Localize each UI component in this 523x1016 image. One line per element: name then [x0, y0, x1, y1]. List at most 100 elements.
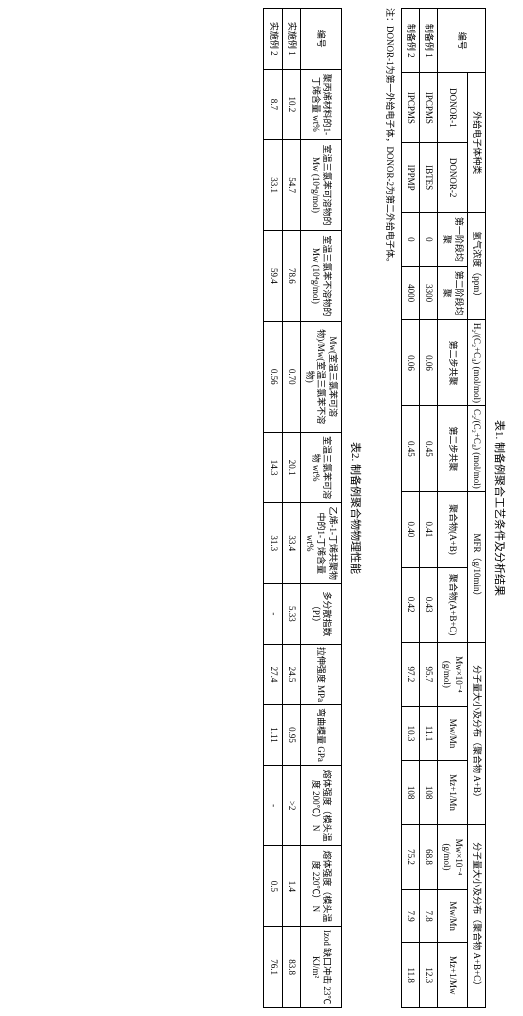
t1-cell: 制备例 1 — [420, 9, 438, 73]
t2-cell: 0.56 — [264, 321, 282, 432]
t2-h-id: 编号 — [301, 9, 342, 70]
t2-cell: 0.70 — [282, 321, 300, 432]
t2-cell: 83.8 — [282, 927, 300, 1008]
t1-h-mwabcmwmn: Mw/Mn — [438, 889, 468, 943]
t1-cell: 108 — [420, 760, 438, 824]
t1-h-mwabcmz: Mz+1/Mw — [438, 943, 468, 1008]
t1-h-donor: 外给电子体种类 — [467, 73, 485, 213]
t2-cell: 24.5 — [282, 644, 300, 705]
t2-cell: 31.3 — [264, 503, 282, 584]
t2-h-butene: 聚丙烯材料的1-丁烯含量 wt% — [301, 69, 342, 140]
t1-cell: 108 — [401, 760, 419, 824]
t1-cell: 12.3 — [420, 943, 438, 1008]
t1-h-h2s1: 第一阶段均聚 — [438, 213, 468, 267]
t1-h-donor2: DONOR-2 — [438, 143, 468, 213]
t2-h-melt200: 熔体强度（模头温度 200℃） N — [301, 765, 342, 846]
t1-cell: IPCPMS — [401, 73, 419, 143]
t2-cell: - — [264, 765, 282, 846]
t1-h-h2conc: 氢气浓度（ppm） — [467, 213, 485, 320]
t1-cell: IPPMP — [401, 143, 419, 213]
t1-cell: 10.3 — [401, 707, 419, 761]
t1-cell: 0.42 — [401, 567, 419, 642]
t1-cell: 11.8 — [401, 943, 419, 1008]
t2-cell: 0.5 — [264, 846, 282, 927]
t2-cell: 5.33 — [282, 584, 300, 645]
t2-cell: 0.95 — [282, 705, 300, 766]
table2: 编号 聚丙烯材料的1-丁烯含量 wt% 室温三氯苯可溶物的 Mw (10⁴g/m… — [264, 8, 342, 1008]
page-container: 表1. 制备例聚合工艺条件及分析结果 编号 外给电子体种类 氢气浓度（ppm） … — [8, 8, 523, 1008]
t2-h-flex: 弯曲模量 GPa — [301, 705, 342, 766]
t2-h-mwsol: 室温三氯苯可溶物的 Mw (10⁴g/mol) — [301, 140, 342, 231]
t1-cell: 0.45 — [420, 406, 438, 492]
t1-h-id: 编号 — [438, 9, 486, 73]
table1: 编号 外给电子体种类 氢气浓度（ppm） H₂/(C₂+C₄) (mol/mol… — [401, 8, 486, 1008]
t1-h-mwabmz: Mz+1/Mn — [438, 760, 468, 824]
t2-cell: 59.4 — [264, 230, 282, 321]
t2-h-melt220: 熔体强度（模头温度 220℃） N — [301, 846, 342, 927]
t1-h-c2ratiosub: 第二步共聚 — [438, 406, 468, 492]
t1-cell: 0.06 — [401, 320, 419, 406]
t1-cell: 0.40 — [401, 492, 419, 567]
table1-row: 制备例 2 IPCPMS IPPMP 0 4000 0.06 0.45 0.40… — [401, 9, 419, 1008]
t1-h-mwabcmw: Mw×10⁻⁴ (g/mol) — [438, 825, 468, 889]
t1-cell: 4000 — [401, 266, 419, 320]
t1-cell: 11.1 — [420, 707, 438, 761]
table2-wrapper: 表2. 制备例聚合物物理性能 编号 聚丙烯材料的1-丁烯含量 wt% 室温三氯苯… — [264, 8, 364, 1008]
t1-cell: IPCPMS — [420, 73, 438, 143]
t1-h-mwabmwmn: Mw/Mn — [438, 707, 468, 761]
t1-h-h2ratio: H₂/(C₂+C₄) (mol/mol) — [467, 320, 485, 406]
t2-cell: 33.1 — [264, 140, 282, 231]
table2-row: 实施例 2 8.7 33.1 59.4 0.56 14.3 31.3 - 27.… — [264, 9, 282, 1008]
t2-h-tensile: 拉伸强度 MPa — [301, 644, 342, 705]
t1-cell: 97.2 — [401, 642, 419, 706]
table1-note: 注：DONOR-1为第一外给电子体，DONOR-2为第二外给电子体。 — [384, 8, 397, 1008]
t1-h-mwab: 分子量大小及分布（聚合物 A+B） — [467, 642, 485, 825]
t1-h-h2s2: 第二阶段均聚 — [438, 266, 468, 320]
t2-h-mwratio: Mw(室温三氯苯可溶物)/Mw(室温三氯苯不溶物) — [301, 321, 342, 432]
t1-cell: 0 — [420, 213, 438, 267]
table1-header-row1: 编号 外给电子体种类 氢气浓度（ppm） H₂/(C₂+C₄) (mol/mol… — [467, 9, 485, 1008]
t1-h-mwabmw: Mw×10⁻⁴ (g/mol) — [438, 642, 468, 706]
t1-cell: 0.45 — [401, 406, 419, 492]
t1-cell: 0.43 — [420, 567, 438, 642]
t2-h-pi: 多分散指数（PI） — [301, 584, 342, 645]
table1-header-row2: DONOR-1 DONOR-2 第一阶段均聚 第二阶段均聚 第二步共聚 第二步共… — [438, 9, 468, 1008]
table2-body: 实施例 1 10.2 54.7 78.6 0.70 20.1 33.4 5.33… — [264, 9, 301, 1008]
t1-cell: 3300 — [420, 266, 438, 320]
table1-caption: 表1. 制备例聚合工艺条件及分析结果 — [492, 8, 508, 1008]
t2-cell: 14.3 — [264, 432, 282, 503]
t2-cell: 8.7 — [264, 69, 282, 140]
t2-cell: 实施例 1 — [282, 9, 300, 70]
t2-cell: >2 — [282, 765, 300, 846]
table1-body: 制备例 1 IPCPMS IBTES 0 3300 0.06 0.45 0.41… — [401, 9, 438, 1008]
t2-cell: 27.4 — [264, 644, 282, 705]
t2-h-butenecopoly: 乙烯-1-丁烯共聚物中的1-丁烯含量 wt% — [301, 503, 342, 584]
t2-cell: 76.1 — [264, 927, 282, 1008]
t2-h-mwinsol: 室温三氯苯不溶物的 Mw (10⁴g/mol) — [301, 230, 342, 321]
table2-caption: 表2. 制备例聚合物物理性能 — [348, 8, 364, 1008]
t1-h-donor1: DONOR-1 — [438, 73, 468, 143]
t1-cell: 0 — [401, 213, 419, 267]
t1-cell: IBTES — [420, 143, 438, 213]
t1-cell: 75.2 — [401, 825, 419, 889]
t1-h-mfrab: 聚合物(A+B) — [438, 492, 468, 567]
t1-cell: 7.8 — [420, 889, 438, 943]
t2-cell: 33.4 — [282, 503, 300, 584]
t2-cell: 1.11 — [264, 705, 282, 766]
table2-header-row: 编号 聚丙烯材料的1-丁烯含量 wt% 室温三氯苯可溶物的 Mw (10⁴g/m… — [301, 9, 342, 1008]
t2-cell: - — [264, 584, 282, 645]
t1-cell: 7.9 — [401, 889, 419, 943]
table1-wrapper: 表1. 制备例聚合工艺条件及分析结果 编号 外给电子体种类 氢气浓度（ppm） … — [384, 8, 508, 1008]
t2-cell: 20.1 — [282, 432, 300, 503]
t1-cell: 制备例 2 — [401, 9, 419, 73]
t2-cell: 10.2 — [282, 69, 300, 140]
t2-cell: 实施例 2 — [264, 9, 282, 70]
t2-h-izod: Izod 缺口冲击 23℃ KJ/m² — [301, 927, 342, 1008]
t1-cell: 95.7 — [420, 642, 438, 706]
t1-h-mwabc: 分子量大小及分布（聚合物 A+B+C） — [467, 825, 485, 1008]
t2-cell: 54.7 — [282, 140, 300, 231]
t1-h-mfrabc: 聚合物(A+B+C) — [438, 567, 468, 642]
t1-cell: 68.8 — [420, 825, 438, 889]
rotated-content: 表1. 制备例聚合工艺条件及分析结果 编号 外给电子体种类 氢气浓度（ppm） … — [244, 8, 509, 1008]
t2-cell: 1.4 — [282, 846, 300, 927]
